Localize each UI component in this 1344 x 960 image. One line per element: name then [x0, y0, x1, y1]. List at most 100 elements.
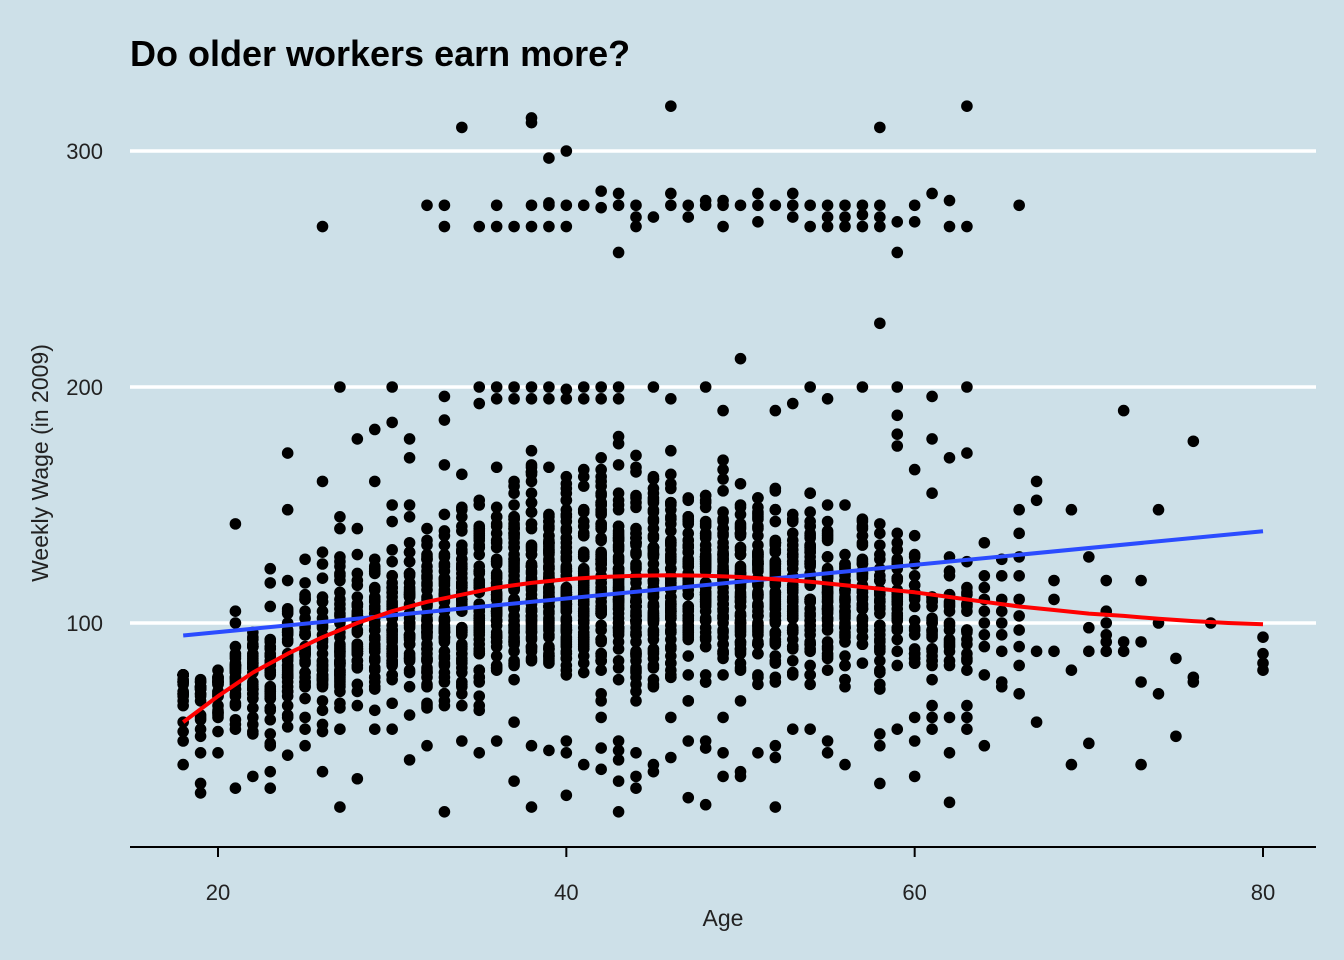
data-point: [299, 723, 311, 735]
data-point: [734, 695, 747, 707]
data-point: [543, 562, 555, 575]
data-point: [612, 603, 625, 615]
data-point: [943, 645, 956, 658]
data-point: [630, 199, 642, 212]
data-point: [612, 775, 625, 787]
data-point: [595, 393, 607, 405]
data-point: [769, 801, 782, 813]
data-point: [1083, 551, 1095, 563]
data-point: [1030, 645, 1043, 658]
data-point: [438, 220, 451, 233]
data-point: [456, 121, 468, 134]
data-point: [1013, 199, 1025, 212]
data-point: [908, 735, 921, 747]
data-point: [351, 522, 364, 535]
data-point: [368, 704, 381, 717]
data-point: [368, 565, 381, 577]
data-point: [1257, 631, 1269, 643]
data-point: [247, 678, 259, 691]
data-point: [386, 669, 398, 681]
data-point: [438, 621, 451, 634]
data-point: [595, 506, 607, 518]
data-point: [1257, 657, 1269, 669]
data-point: [874, 199, 886, 212]
data-point: [421, 534, 433, 547]
data-point: [647, 470, 660, 483]
data-point: [543, 381, 555, 393]
data-point: [804, 487, 816, 500]
data-point: [595, 633, 607, 646]
data-point: [682, 695, 695, 707]
data-point: [490, 640, 503, 653]
data-point: [717, 591, 729, 603]
data-point: [682, 199, 695, 212]
data-point: [752, 610, 764, 622]
data-point: [856, 612, 869, 625]
data-point: [595, 201, 607, 214]
data-point: [560, 383, 573, 396]
data-point: [577, 758, 590, 771]
data-point: [560, 511, 573, 523]
data-point: [978, 629, 991, 641]
data-point: [908, 199, 921, 212]
data-point: [299, 680, 311, 693]
data-point: [368, 633, 381, 646]
data-point: [856, 515, 869, 528]
data-point: [665, 643, 677, 655]
data-point: [891, 536, 904, 549]
data-point: [891, 645, 904, 658]
y-axis-ticks: 100 200 300: [66, 139, 103, 636]
data-point: [874, 220, 886, 233]
data-point: [490, 650, 503, 662]
data-point: [403, 586, 416, 599]
data-point: [647, 662, 660, 674]
data-point: [786, 187, 799, 200]
data-point: [560, 220, 573, 233]
data-point: [386, 555, 398, 568]
data-point: [438, 699, 451, 712]
data-point: [368, 475, 381, 488]
data-point: [577, 605, 590, 617]
data-point: [421, 680, 433, 693]
data-point: [769, 633, 782, 646]
data-point: [264, 739, 277, 752]
data-point: [978, 669, 991, 681]
data-point: [665, 513, 677, 525]
data-point: [386, 570, 398, 582]
data-point: [682, 211, 695, 223]
data-point: [943, 600, 956, 613]
data-point: [456, 629, 468, 641]
data-point: [456, 654, 468, 667]
data-point: [438, 539, 451, 551]
data-point: [908, 647, 921, 660]
data-point: [821, 595, 834, 608]
data-point: [769, 617, 782, 629]
data-point: [281, 626, 294, 639]
data-point: [1013, 527, 1025, 540]
data-point: [421, 565, 433, 577]
data-point: [595, 763, 607, 776]
data-point: [1135, 574, 1147, 587]
data-point: [891, 527, 904, 540]
data-point: [786, 581, 799, 594]
data-point: [1100, 629, 1113, 641]
data-point: [821, 624, 834, 636]
data-point: [752, 747, 764, 759]
data-point: [560, 553, 573, 566]
data-point: [821, 747, 834, 759]
data-point: [891, 723, 904, 735]
data-point: [995, 617, 1008, 629]
data-point: [525, 112, 538, 124]
data-point: [438, 525, 451, 537]
data-point: [595, 619, 607, 632]
data-point: [682, 735, 695, 747]
data-point: [316, 671, 329, 684]
data-point: [717, 473, 729, 485]
data-point: [839, 650, 851, 662]
data-point: [926, 187, 938, 200]
data-point: [752, 619, 764, 632]
data-point: [612, 459, 625, 471]
data-point: [490, 534, 503, 547]
data-point: [438, 633, 451, 646]
data-point: [595, 711, 607, 724]
